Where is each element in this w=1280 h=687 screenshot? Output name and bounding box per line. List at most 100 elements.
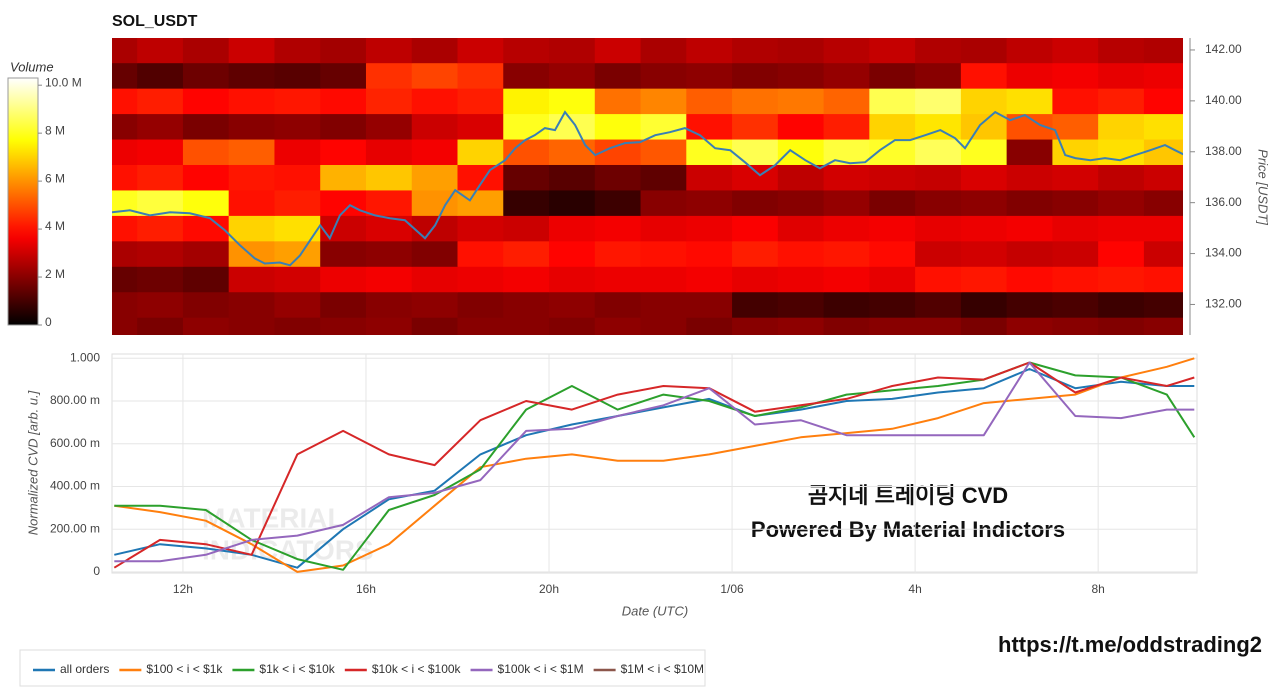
x-tick-label: 12h xyxy=(173,582,193,596)
heatmap-cell xyxy=(594,88,642,115)
heatmap-cell xyxy=(640,240,687,267)
legend-label: all orders xyxy=(60,662,109,676)
heatmap-cell xyxy=(594,215,642,242)
heatmap-cell xyxy=(1052,164,1099,191)
heatmap-cell xyxy=(1143,291,1183,318)
y-tick-label: 142.00 xyxy=(1205,42,1242,56)
heatmap-cell xyxy=(1098,215,1145,242)
heatmap-cell xyxy=(777,164,825,191)
heatmap-cell xyxy=(411,189,458,216)
heatmap-cell xyxy=(112,88,138,115)
heatmap-cell xyxy=(686,189,733,216)
heatmap-cell xyxy=(1190,266,1236,292)
heatmap-cell xyxy=(137,291,184,318)
heatmap-cell xyxy=(686,62,733,89)
heatmap-cell xyxy=(411,62,458,89)
heatmap-cell xyxy=(1052,88,1099,115)
x-tick-label: 4h xyxy=(908,582,921,596)
heatmap-cell xyxy=(732,139,779,165)
heatmap-cell xyxy=(1098,317,1145,335)
heatmap-cell xyxy=(732,291,779,318)
heatmap-cell xyxy=(823,266,870,293)
heatmap-cell xyxy=(960,240,1008,267)
heatmap-cell xyxy=(320,139,367,165)
heatmap-cell xyxy=(1006,139,1053,165)
heatmap-cell xyxy=(137,189,184,216)
heatmap-cell xyxy=(365,317,413,335)
heatmap-cell xyxy=(594,266,642,293)
heatmap-cell xyxy=(1006,317,1053,335)
heatmap-cell xyxy=(365,38,413,64)
heatmap-cell xyxy=(1098,62,1145,89)
heatmap-cell xyxy=(365,164,413,191)
heatmap-cell xyxy=(869,266,916,293)
heatmap-cell xyxy=(1143,62,1183,89)
heatmap-cell xyxy=(112,62,138,89)
heatmap-cell xyxy=(640,266,687,293)
heatmap-cell xyxy=(274,164,321,191)
heatmap-cell xyxy=(274,62,321,89)
heatmap-cell xyxy=(640,164,687,191)
heatmap-cell xyxy=(1052,62,1099,89)
heatmap-cell xyxy=(1143,164,1183,191)
heatmap-cell xyxy=(823,240,870,267)
heatmap-cell xyxy=(274,113,321,140)
heatmap-cell xyxy=(777,88,825,115)
heatmap-cell xyxy=(274,317,321,335)
heatmap-cell xyxy=(823,189,870,216)
heatmap-cell xyxy=(365,139,413,165)
heatmap-cell xyxy=(1098,240,1145,267)
heatmap-cell xyxy=(960,38,1008,64)
heatmap-cell xyxy=(777,266,825,293)
heatmap-cell xyxy=(1098,88,1145,115)
heatmap-cell xyxy=(228,291,275,318)
heatmap-cell xyxy=(411,240,458,267)
heatmap-cell xyxy=(457,215,504,242)
heatmap-cell xyxy=(732,240,779,267)
heatmap-cell xyxy=(320,317,367,335)
colorbar-tick-label: 10.0 M xyxy=(45,75,82,89)
heatmap-cell xyxy=(823,291,870,318)
heatmap-cell xyxy=(915,291,962,318)
heatmap-cell xyxy=(594,189,642,216)
heatmap-cell xyxy=(182,189,230,216)
y-axis-label: Price [USDT] xyxy=(1256,149,1271,225)
heatmap-cell xyxy=(1190,63,1236,89)
heatmap-cell xyxy=(640,215,687,242)
heatmap-cell xyxy=(503,88,550,115)
heatmap-cell xyxy=(503,38,550,64)
heatmap-cell xyxy=(686,113,733,140)
heatmap-cell xyxy=(112,113,138,140)
heatmap-cell xyxy=(228,139,275,165)
heatmap-cell xyxy=(1006,62,1053,89)
heatmap-cell xyxy=(823,164,870,191)
y-tick-label: 800.00 m xyxy=(50,393,100,407)
heatmap-cell xyxy=(112,38,138,64)
heatmap-cell xyxy=(823,88,870,115)
heatmap-cell xyxy=(137,62,184,89)
heatmap-cell xyxy=(411,113,458,140)
heatmap-cell xyxy=(112,240,138,267)
heatmap-cell xyxy=(777,62,825,89)
heatmap-cell xyxy=(411,266,458,293)
heatmap-cell xyxy=(503,62,550,89)
heatmap-cell xyxy=(960,317,1008,335)
heatmap-cell xyxy=(365,62,413,89)
heatmap-cell xyxy=(457,139,504,165)
heatmap-cell xyxy=(1143,266,1183,293)
heatmap-cell xyxy=(640,291,687,318)
heatmap-cell xyxy=(1143,240,1183,267)
heatmap-cell xyxy=(777,189,825,216)
heatmap-cell xyxy=(274,189,321,216)
heatmap-cell xyxy=(594,164,642,191)
heatmap-cell xyxy=(320,113,367,140)
y-tick-label: 136.00 xyxy=(1205,195,1242,209)
series-line xyxy=(114,357,1195,573)
heatmap-cell xyxy=(732,62,779,89)
heatmap-cell xyxy=(112,266,138,293)
legend-label: $1M < i < $10M xyxy=(621,662,704,676)
heatmap-cell xyxy=(640,88,687,115)
heatmap-cell xyxy=(411,88,458,115)
legend xyxy=(19,649,706,687)
colorbar-tick-label: 0 xyxy=(45,315,52,329)
